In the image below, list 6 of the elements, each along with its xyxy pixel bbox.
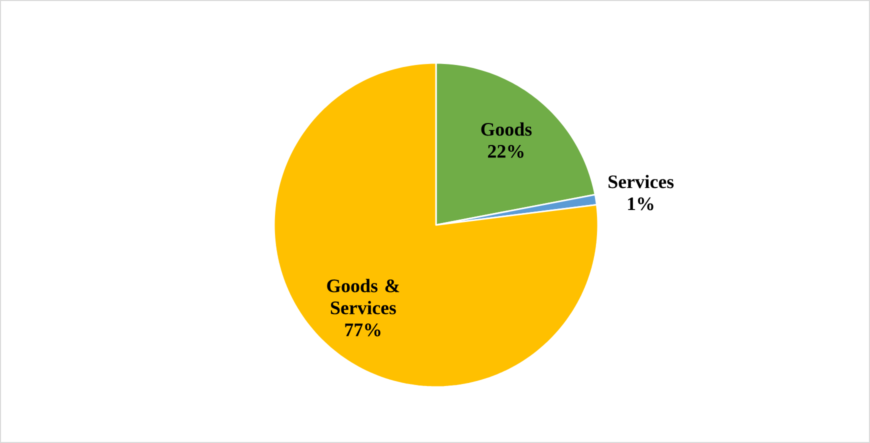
data-label: 1% xyxy=(628,197,654,210)
data-label: 22% xyxy=(488,144,524,158)
data-label: 77% xyxy=(345,323,380,336)
slice-label: Goods xyxy=(481,122,532,136)
slice-label: Services xyxy=(608,174,674,188)
slice-label: Goods & Services xyxy=(327,278,400,314)
